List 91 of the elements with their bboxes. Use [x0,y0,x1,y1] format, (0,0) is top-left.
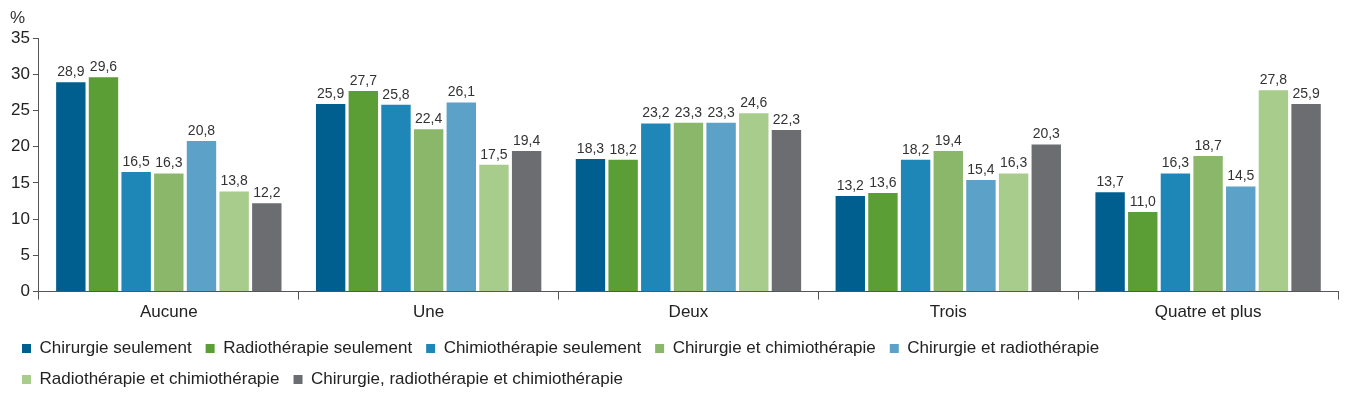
bar [219,191,249,292]
data-label: 22,3 [772,110,801,127]
data-label: 18,3 [576,139,605,156]
bar [575,159,606,292]
data-label: 16,3 [155,154,183,171]
data-label: 29,6 [89,57,118,74]
data-label: 23,3 [674,103,703,120]
bar [381,104,411,292]
y-tick-label: 20 [10,136,30,156]
y-tick-label: 15 [10,172,30,192]
data-label: 14,5 [1227,167,1255,184]
bar [479,164,509,292]
data-label: 27,8 [1259,71,1288,88]
data-label: 12,2 [253,184,281,201]
data-label: 13,2 [836,176,865,193]
data-label: 19,4 [513,131,541,148]
data-label: 13,7 [1096,173,1124,190]
data-label: 13,6 [869,173,897,190]
legend-label: Chimiothérapie seulement [443,338,642,358]
bar [1031,144,1061,292]
bar [771,130,802,292]
bar [1258,90,1289,292]
bar [56,82,86,292]
data-label: 16,5 [122,152,150,169]
bar [706,122,736,292]
legend-label: Radiothérapie seulement [223,338,413,358]
data-label: 19,4 [934,131,963,148]
bar [998,173,1029,292]
legend-label: Chirurgie et chimiothérapie [672,338,876,358]
bar [252,203,282,292]
bar [121,172,151,292]
data-label: 23,2 [642,104,670,121]
bar [511,151,542,292]
bar [1193,156,1223,292]
data-label: 18,2 [609,140,637,157]
data-label: 13,8 [220,172,248,189]
y-axis-title: % [10,8,26,28]
legend-label: Chirurgie seulement [39,338,192,358]
data-label: 16,3 [1161,154,1190,171]
bar [413,129,444,292]
data-label: 25,9 [317,84,345,101]
data-label: 20,8 [187,121,216,138]
bar [1291,103,1321,292]
data-label: 28,9 [57,63,85,80]
x-tick-label: Trois [929,302,967,322]
data-label: 17,5 [480,145,508,162]
x-tick-label: Deux [668,302,709,322]
bar [835,195,865,292]
y-tick-label: 30 [10,63,30,83]
legend-label: Chirurgie, radiothérapie et chimiothérapie [311,369,623,389]
bar [1128,211,1158,292]
bar [1095,192,1125,292]
bar [933,151,963,292]
x-tick-label: Une [413,302,445,322]
data-label: 18,2 [901,140,930,157]
data-label: 20,3 [1032,125,1061,142]
bar [1226,186,1256,292]
data-label: 22,4 [415,110,443,127]
bar [186,140,217,292]
data-label: 23,3 [707,103,735,120]
bar [673,122,704,292]
x-tick-label: Aucune [139,302,198,322]
bar [900,159,931,292]
legend-label: Chirurgie et radiothérapie [907,338,1100,358]
y-tick-label: 0 [20,281,30,301]
data-label: 18,7 [1194,136,1222,153]
data-label: 16,3 [999,154,1028,171]
data-label: 25,9 [1292,84,1320,101]
data-label: 24,6 [740,94,768,111]
x-tick-label: Quatre et plus [1154,302,1262,322]
bar [608,159,638,292]
bar [88,77,119,292]
bar [154,173,184,292]
bar [446,102,476,292]
bar [966,180,996,292]
bar [739,113,769,292]
bar [315,103,346,292]
bar [641,123,671,292]
bar [348,90,379,292]
y-tick-label: 10 [10,208,30,228]
legend-label: Radiothérapie et chimiothérapie [39,369,280,389]
bar [868,193,898,292]
y-tick-label: 5 [20,245,30,265]
data-label: 11,0 [1129,192,1157,209]
data-label: 26,1 [447,83,476,100]
data-label: 15,4 [967,160,995,177]
y-tick-label: 35 [10,27,30,47]
bar [1160,173,1191,292]
data-label: 25,8 [382,85,410,102]
data-label: 27,7 [349,71,378,88]
y-tick-label: 25 [10,100,30,120]
